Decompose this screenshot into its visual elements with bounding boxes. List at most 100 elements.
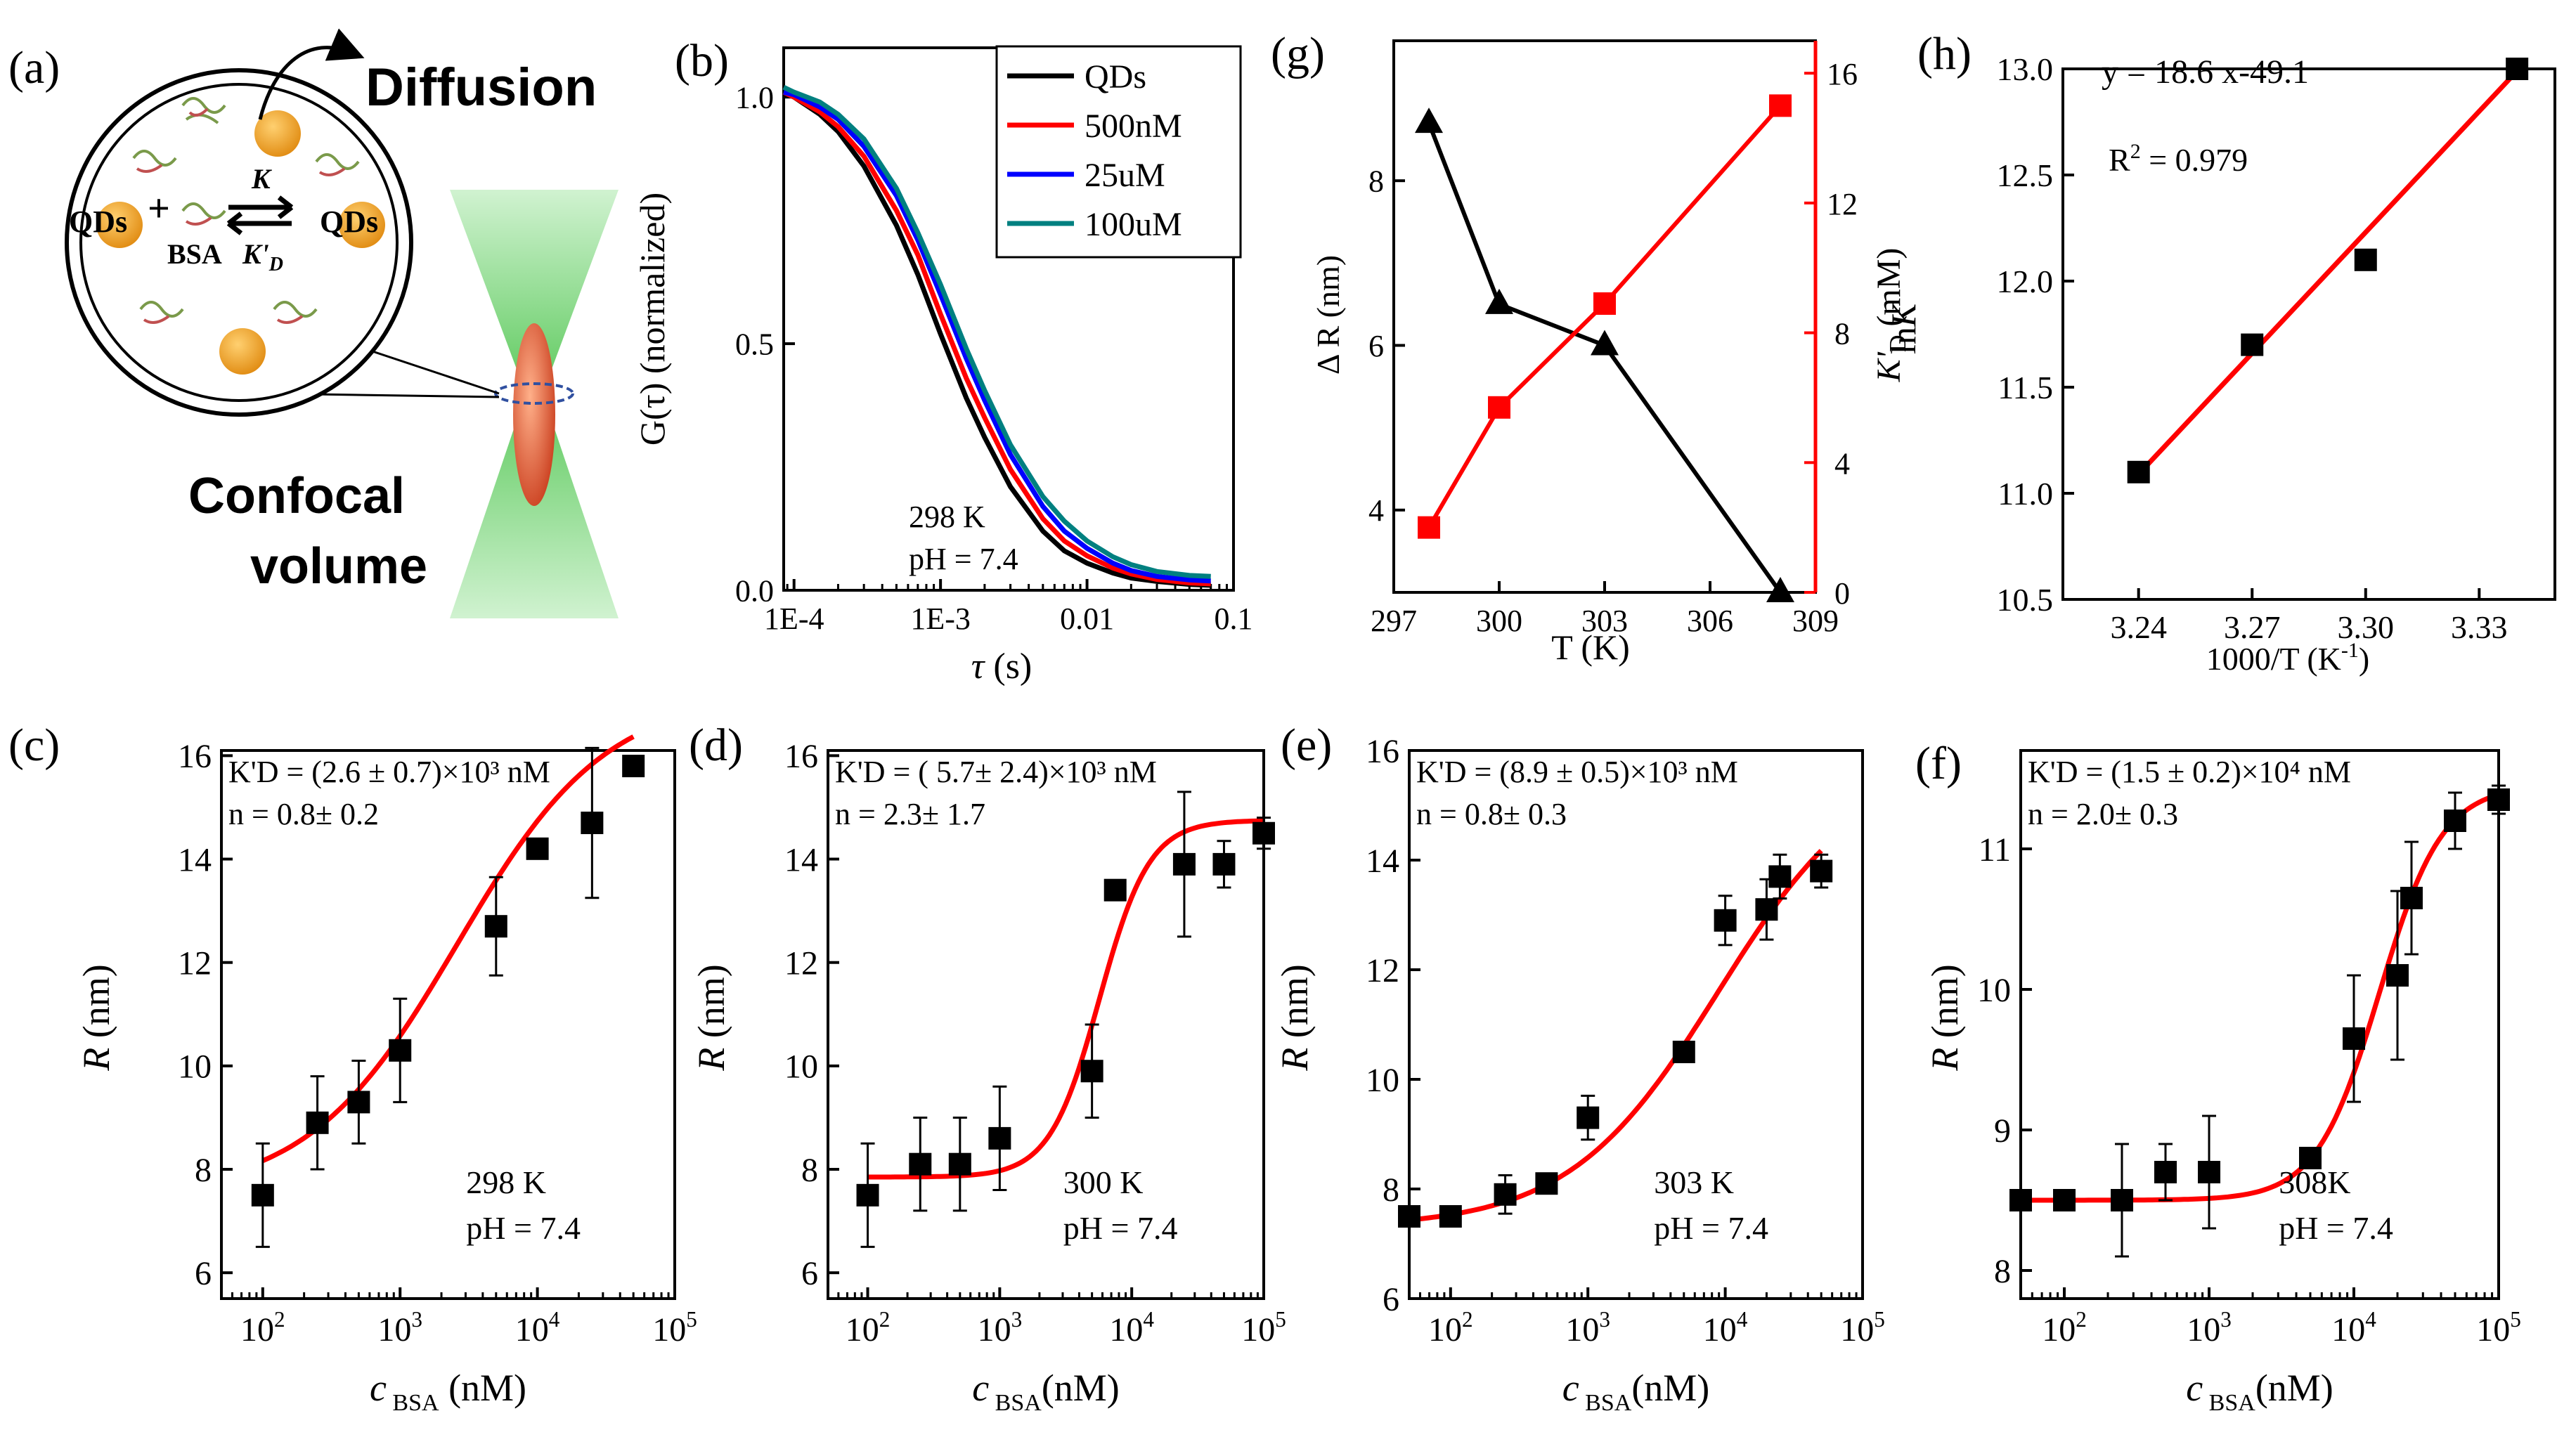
- data-point: [1398, 1205, 1420, 1228]
- y-tick-label-c: 16: [178, 738, 212, 775]
- data-point-delta-r: [1415, 108, 1443, 134]
- plot-frame-h: [2061, 67, 2556, 601]
- x-tick-label-d: 102: [846, 1307, 891, 1348]
- kd-annotation: K'D = (1.5 ± 0.2)×10⁴ nM: [2028, 755, 2351, 789]
- data-point-delta-r: [1766, 577, 1794, 602]
- data-point: [2487, 788, 2510, 811]
- y-axis-label-d: R (nm): [690, 964, 732, 1071]
- panel-f-binding-curve: (f) 102 103 104 105 8 9 10 11 K'D = (1.5 ± 0.2)×1…: [1915, 738, 2521, 1416]
- x-tick-label-g: 306: [1687, 604, 1733, 638]
- data-point-kd: [1769, 94, 1792, 117]
- data-point: [2154, 1161, 2177, 1183]
- y-tick-label-c: 12: [178, 944, 212, 982]
- x-tick-label-c: 103: [377, 1307, 422, 1348]
- data-point: [1810, 859, 1833, 883]
- y-tick-label-h: 12.5: [1997, 157, 2054, 193]
- panel-letter-h: (h): [1917, 28, 1972, 79]
- data-point: [1252, 821, 1275, 845]
- plot-frame-d: [827, 749, 1265, 1300]
- legend-label-25uM: 25uM: [1085, 157, 1165, 194]
- x-tick-label-b: 0.1: [1215, 602, 1253, 636]
- y-axis-label-e: R (nm): [1274, 964, 1316, 1071]
- data-point: [988, 1126, 1011, 1150]
- data-point: [2386, 964, 2409, 987]
- kd-annotation: K'D = (2.6 ± 0.7)×10³ nM: [228, 755, 550, 789]
- x-tick-label-b: 1E-3: [910, 602, 971, 636]
- data-point: [2400, 887, 2423, 909]
- charts: (b) 1E-4 1E-3 0.01 0.1 0.0 0.5 1.0 QDs 500nM 25uM 1…: [8, 28, 2556, 1416]
- plot-frame-f: [2019, 749, 2500, 1300]
- annotation-temperature: 308K: [2279, 1164, 2350, 1200]
- x-axis-label-b: τ (s): [971, 646, 1032, 687]
- x-tick-label-b: 0.01: [1060, 602, 1114, 636]
- data-point: [1172, 852, 1196, 876]
- data-point: [1714, 909, 1737, 932]
- x-tick-label-f: 104: [2331, 1307, 2376, 1348]
- fit-curve: [867, 818, 1264, 1180]
- qd-particle: [254, 110, 301, 157]
- annotation-ph: pH = 7.4: [1063, 1210, 1178, 1246]
- fit-curve: [2021, 792, 2500, 1203]
- bsa-label: BSA: [167, 238, 222, 270]
- y-tick-label-c: 10: [178, 1048, 212, 1086]
- x-tick-label-d: 104: [1109, 1307, 1154, 1348]
- data-point: [389, 1039, 412, 1062]
- y-tick-label-c: 6: [195, 1255, 212, 1292]
- panel-letter-b: (b): [675, 35, 729, 86]
- x-tick-label-d: 105: [1241, 1307, 1286, 1348]
- panel-letter-g: (g): [1271, 28, 1325, 79]
- data-point: [622, 755, 645, 778]
- volume-label: volume: [250, 538, 427, 594]
- n-annotation: n = 0.8± 0.2: [228, 797, 379, 831]
- data-point: [2298, 1147, 2322, 1169]
- data-point: [1103, 878, 1127, 902]
- qd-particle: [339, 202, 385, 248]
- x-axis-label-f: c BSA(nM): [2186, 1367, 2333, 1416]
- y-tick-label-h: 11.0: [1998, 476, 2053, 512]
- data-point: [526, 837, 549, 860]
- x-tick-label-c: 104: [515, 1307, 560, 1348]
- data-point: [1755, 898, 1778, 921]
- x-tick-label-g: 303: [1581, 604, 1628, 638]
- data-point: [1768, 865, 1792, 888]
- fit-r-squared: R2 = 0.979: [2109, 140, 2248, 178]
- y-axis-label-b: G(τ) (normalized): [633, 193, 672, 446]
- data-point: [2443, 810, 2466, 832]
- y-tick-label-c: 14: [178, 841, 212, 878]
- data-point: [581, 812, 604, 835]
- data-point: [2354, 248, 2377, 271]
- y-tick-label-b: 1.0: [735, 81, 774, 115]
- x-tick-label-h: 3.30: [2338, 609, 2395, 645]
- y2-tick-label: 8: [1834, 317, 1850, 351]
- x-tick-label-d: 103: [978, 1307, 1023, 1348]
- series-line-25uM: [783, 89, 1211, 584]
- y-tick-label-e: 8: [1383, 1171, 1399, 1209]
- data-point-kd: [1593, 292, 1616, 316]
- data-point: [251, 1183, 274, 1207]
- bsa-protein: [315, 153, 360, 176]
- x-tick-label-c: 105: [652, 1307, 697, 1348]
- y-tick-label-d: 12: [784, 944, 818, 982]
- data-point: [1535, 1172, 1558, 1195]
- focal-ring: [494, 382, 574, 405]
- plot-frame-e: [1408, 749, 1864, 1300]
- x-axis-label-g: T (K): [1551, 628, 1630, 667]
- data-point-delta-r: [1591, 330, 1619, 356]
- data-point: [1494, 1183, 1517, 1206]
- y-tick-label-e: 12: [1366, 952, 1399, 989]
- panel-a-schematic: (a) Diffusion Confocal volume: [8, 28, 619, 618]
- x-tick-label-e: 102: [1428, 1307, 1473, 1348]
- y-tick-label-f: 11: [1979, 831, 2011, 869]
- panel-letter-d: (d): [689, 720, 743, 771]
- y-tick-label-d: 8: [801, 1152, 818, 1189]
- x-tick-label-g: 309: [1792, 604, 1839, 638]
- annotation-ph: pH = 7.4: [1654, 1210, 1768, 1246]
- legend-label-500nM: 500nM: [1085, 108, 1182, 145]
- y-tick-label-g: 4: [1368, 493, 1384, 528]
- data-point: [1439, 1205, 1462, 1228]
- data-point: [909, 1152, 932, 1176]
- series-line-QDs: [782, 90, 1211, 588]
- y2-tick-label: 16: [1827, 57, 1858, 91]
- y-tick-label-e: 14: [1366, 843, 1399, 880]
- data-point: [306, 1111, 329, 1134]
